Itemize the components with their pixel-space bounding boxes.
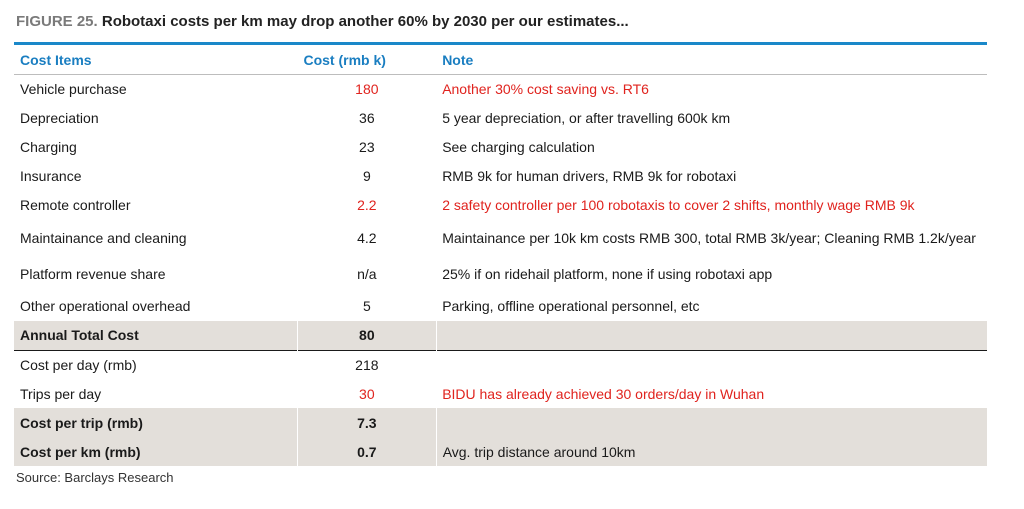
row-cost: 23 bbox=[359, 139, 375, 155]
table-row-annual-total: Annual Total Cost 80 bbox=[14, 320, 987, 350]
row-item: Depreciation bbox=[20, 110, 99, 126]
table-row-charging: Charging 23 See charging calculation bbox=[14, 133, 987, 162]
figure-label: FIGURE 25. bbox=[16, 13, 98, 30]
table-header-row: Cost Items Cost (rmb k) Note bbox=[14, 45, 987, 75]
table-row-vehicle-purchase: Vehicle purchase 180 Another 30% cost sa… bbox=[14, 75, 987, 104]
row-item: Vehicle purchase bbox=[20, 81, 127, 98]
header-note: Note bbox=[436, 45, 987, 75]
row-note: See charging calculation bbox=[442, 139, 595, 155]
table-row-cost-per-trip: Cost per trip (rmb) 7.3 bbox=[14, 408, 987, 437]
table-row-cost-per-km: Cost per km (rmb) 0.7 Avg. trip distance… bbox=[14, 437, 987, 466]
row-cost: 30 bbox=[359, 385, 375, 402]
row-item: Cost per day (rmb) bbox=[14, 349, 298, 379]
row-item: Annual Total Cost bbox=[14, 320, 298, 350]
row-item: Insurance bbox=[20, 168, 82, 184]
row-cost: 218 bbox=[297, 349, 437, 379]
table-row-remote-controller: Remote controller 2.2 2 safety controlle… bbox=[14, 191, 987, 220]
cost-table: Cost Items Cost (rmb k) Note Vehicle pur… bbox=[14, 45, 987, 466]
table-row-depreciation: Depreciation 36 5 year depreciation, or … bbox=[14, 104, 987, 133]
row-item: Other operational overhead bbox=[20, 298, 191, 314]
row-note: Parking, offline operational personnel, … bbox=[442, 298, 700, 314]
row-cost: 80 bbox=[297, 320, 437, 350]
row-item: Cost per trip (rmb) bbox=[14, 408, 298, 437]
row-item: Remote controller bbox=[20, 197, 131, 213]
row-item: Maintainance and cleaning bbox=[20, 229, 187, 246]
row-cost: 4.2 bbox=[357, 229, 377, 246]
figure-title-text: Robotaxi costs per km may drop another 6… bbox=[101, 13, 629, 30]
header-rule bbox=[14, 42, 987, 45]
row-cost: 5 bbox=[362, 298, 371, 314]
row-note bbox=[436, 349, 987, 379]
row-item: Trips per day bbox=[20, 385, 102, 402]
row-cost: 9 bbox=[362, 168, 371, 184]
row-note: RMB 9k for human drivers, RMB 9k for rob… bbox=[442, 168, 737, 184]
row-cost: 0.7 bbox=[297, 437, 437, 466]
row-note: Another 30% cost saving vs. RT6 bbox=[442, 81, 649, 98]
table-row-maintenance: Maintainance and cleaning 4.2 Maintainan… bbox=[14, 220, 987, 256]
figure-title: FIGURE 25. Robotaxi costs per km may dro… bbox=[16, 13, 629, 30]
row-note: 2 safety controller per 100 robotaxis to… bbox=[442, 197, 915, 213]
row-cost: 2.2 bbox=[357, 197, 377, 213]
row-note: Maintainance per 10k km costs RMB 300, t… bbox=[442, 229, 976, 246]
header-cost-items: Cost Items bbox=[14, 45, 298, 75]
row-cost: 180 bbox=[355, 81, 379, 98]
row-note bbox=[436, 408, 987, 437]
row-note: 25% if on ridehail platform, none if usi… bbox=[442, 265, 773, 282]
table-row-trips-per-day: Trips per day 30 BIDU has already achiev… bbox=[14, 379, 987, 408]
table-row-insurance: Insurance 9 RMB 9k for human drivers, RM… bbox=[14, 162, 987, 191]
row-cost: n/a bbox=[357, 265, 377, 282]
row-note: 5 year depreciation, or after travelling… bbox=[442, 110, 731, 126]
source-note: Source: Barclays Research bbox=[16, 470, 174, 485]
row-note bbox=[436, 320, 987, 350]
header-cost: Cost (rmb k) bbox=[297, 45, 437, 75]
row-note: Avg. trip distance around 10km bbox=[436, 437, 987, 466]
table-row-other-overhead: Other operational overhead 5 Parking, of… bbox=[14, 292, 987, 321]
row-cost: 7.3 bbox=[297, 408, 437, 437]
row-cost: 36 bbox=[359, 110, 375, 126]
row-item: Platform revenue share bbox=[20, 265, 166, 282]
row-note: BIDU has already achieved 30 orders/day … bbox=[442, 385, 765, 402]
table-row-cost-per-day: Cost per day (rmb) 218 bbox=[14, 349, 987, 379]
table-row-platform-revenue-share: Platform revenue share n/a 25% if on rid… bbox=[14, 256, 987, 292]
row-item: Charging bbox=[20, 139, 77, 155]
row-item: Cost per km (rmb) bbox=[14, 437, 298, 466]
